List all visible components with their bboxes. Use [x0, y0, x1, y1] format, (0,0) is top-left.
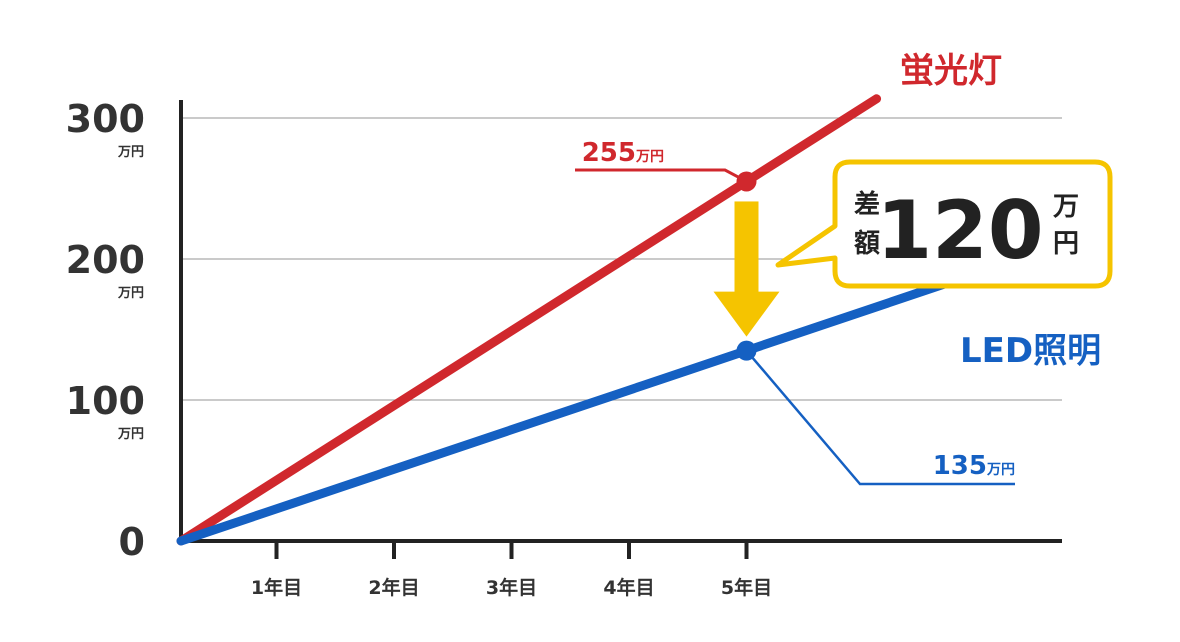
x-tick-label: 4年目	[603, 576, 654, 599]
series-line-fluorescent	[176, 94, 882, 546]
fluorescent-value-unit: 万円	[635, 149, 664, 165]
x-tick-labels: 1年目 2年目 3年目 4年目 5年目	[251, 541, 772, 599]
y-tick-labels: 0 100 万円 200 万円 300 万円	[66, 97, 145, 564]
y-tick-label: 100	[66, 379, 145, 423]
led-value: 135	[933, 451, 987, 481]
y-tick-label: 300	[66, 97, 145, 141]
axes	[179, 100, 1062, 543]
series-name-fluorescent: 蛍光灯	[900, 51, 1002, 91]
callout-bubble-shape	[775, 159, 1113, 289]
x-tick-label: 3年目	[486, 576, 537, 599]
y-tick-unit: 万円	[117, 286, 144, 301]
difference-value: 120	[877, 184, 1044, 277]
fluorescent-value-label: 255万円	[582, 138, 664, 168]
difference-arrow	[713, 201, 780, 337]
difference-label-top: 差	[854, 189, 880, 220]
data-point-fluorescent	[736, 171, 757, 192]
led-leader-line	[745, 349, 1015, 486]
difference-label-bottom: 額	[854, 229, 880, 259]
led-value-label: 135万円	[933, 451, 1015, 481]
x-tick-label: 2年目	[368, 576, 419, 599]
y-tick-unit: 万円	[117, 145, 144, 160]
x-tick-label: 1年目	[251, 576, 302, 599]
x-tick-label: 5年目	[721, 576, 772, 599]
led-value-unit: 万円	[986, 462, 1015, 478]
data-points	[736, 171, 757, 361]
y-tick-unit: 万円	[117, 427, 144, 442]
y-tick-label: 200	[66, 238, 145, 282]
fluorescent-value: 255	[582, 138, 636, 168]
series-name-led: LED照明	[960, 331, 1101, 371]
series-lines	[176, 94, 1017, 546]
y-tick-label: 0	[119, 520, 145, 564]
arrow-head	[713, 291, 780, 337]
difference-unit-bottom: 円	[1053, 229, 1079, 259]
series-line-led	[176, 256, 1017, 546]
arrow-shaft	[734, 201, 759, 293]
fluorescent-leader-line	[575, 168, 748, 183]
data-point-led	[736, 340, 757, 361]
difference-unit-top: 万	[1053, 192, 1079, 222]
difference-callout: 差 額 120 万 円	[775, 159, 1113, 289]
